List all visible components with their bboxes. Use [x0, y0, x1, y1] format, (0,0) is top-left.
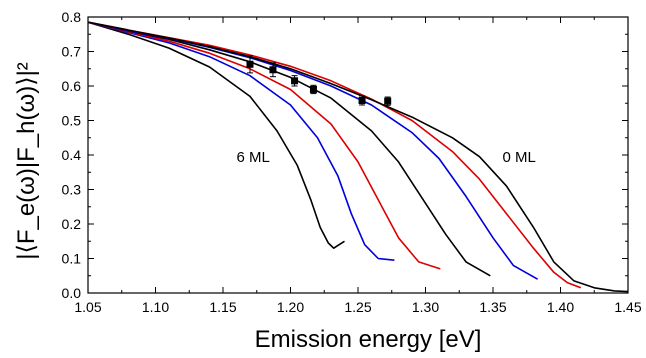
- points-layer: [246, 55, 392, 106]
- y-tick-label: 0.0: [62, 285, 82, 301]
- data-point: [269, 66, 277, 74]
- y-axis-title: |⟨F_e(ω)|F_h(ω)⟩|²: [13, 62, 40, 260]
- y-tick-label: 0.1: [62, 251, 82, 267]
- y-tick-label: 0.8: [62, 9, 82, 25]
- data-point: [291, 77, 299, 85]
- y-ticks: [88, 16, 628, 294]
- y-tick-label: 0.3: [62, 182, 82, 198]
- y-tick-label: 0.7: [62, 44, 82, 60]
- x-ticks: [87, 17, 629, 293]
- x-tick-labels: 1.05 1.10 1.15 1.20 1.25 1.30 1.35 1.40 1.45: [74, 299, 641, 315]
- series-line-2: [87, 21, 441, 270]
- y-tick-label: 0.2: [62, 216, 82, 232]
- data-point: [246, 60, 254, 68]
- series-line-6: [87, 21, 629, 293]
- annotation-0ml: 0 ML: [502, 149, 535, 166]
- series-line-5: [87, 21, 582, 289]
- y-tick-labels: 0.0 0.1 0.2 0.3 0.4 0.5 0.6 0.7 0.8: [62, 9, 82, 301]
- series-line-0: [87, 21, 345, 249]
- x-tick-label: 1.20: [277, 299, 304, 315]
- x-tick-label: 1.25: [344, 299, 371, 315]
- series-layer: [87, 21, 629, 293]
- x-tick-label: 1.30: [412, 299, 439, 315]
- x-tick-label: 1.45: [614, 299, 641, 315]
- data-point: [384, 97, 392, 105]
- series-line-3: [87, 21, 491, 277]
- x-tick-label: 1.35: [479, 299, 506, 315]
- x-tick-label: 1.10: [142, 299, 169, 315]
- series-line-1: [87, 21, 395, 261]
- annotation-6ml: 6 ML: [237, 149, 270, 166]
- y-tick-label: 0.6: [62, 78, 82, 94]
- data-point: [358, 96, 366, 104]
- x-tick-label: 1.15: [209, 299, 236, 315]
- x-axis-title: Emission energy [eV]: [255, 326, 482, 353]
- data-point: [309, 85, 317, 93]
- y-tick-label: 0.4: [62, 147, 82, 163]
- x-tick-label: 1.40: [547, 299, 574, 315]
- x-tick-label: 1.05: [74, 299, 101, 315]
- y-tick-label: 0.5: [62, 113, 82, 129]
